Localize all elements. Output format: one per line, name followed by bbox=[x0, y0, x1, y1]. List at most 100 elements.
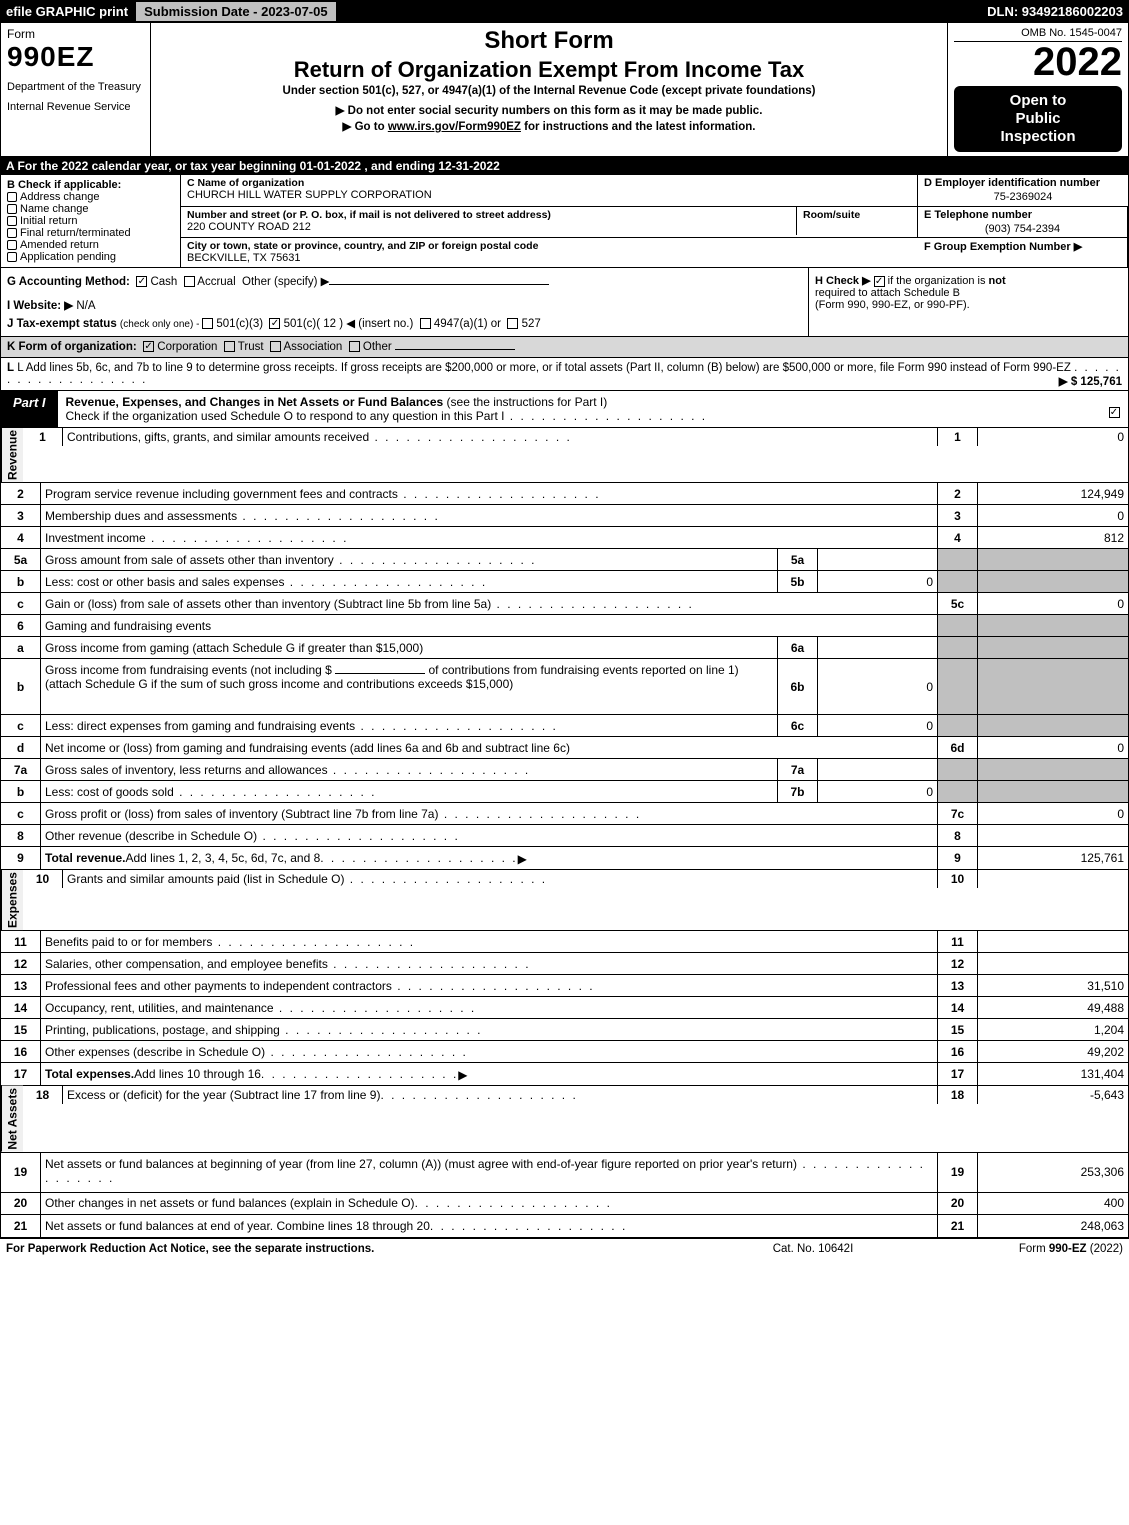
goto-pre: ▶ Go to bbox=[343, 121, 388, 133]
side-expenses: Expenses bbox=[1, 870, 23, 930]
form-ref: Form 990-EZ (2022) bbox=[943, 1243, 1123, 1255]
d-label: D Employer identification number bbox=[924, 177, 1122, 189]
row-g-h: G Accounting Method: ✓ Cash Accrual Othe… bbox=[1, 268, 1128, 337]
checkbox-icon[interactable] bbox=[7, 204, 17, 214]
ein-value: 75-2369024 bbox=[924, 191, 1122, 203]
checkbox-icon[interactable] bbox=[184, 276, 195, 287]
section-f: F Group Exemption Number ▶ bbox=[918, 238, 1128, 268]
line-l: L L Add lines 5b, 6c, and 7b to line 9 t… bbox=[1, 358, 1128, 390]
l-value: ▶ $ 125,761 bbox=[1059, 374, 1122, 388]
b-opt-4: Amended return bbox=[7, 239, 174, 251]
l-text: L Add lines 5b, 6c, and 7b to line 9 to … bbox=[17, 362, 1071, 374]
checkbox-icon[interactable] bbox=[7, 252, 17, 262]
line-7a: 7a Gross sales of inventory, less return… bbox=[1, 759, 1128, 781]
line-5a: 5a Gross amount from sale of assets othe… bbox=[1, 549, 1128, 571]
line-8: 8 Other revenue (describe in Schedule O)… bbox=[1, 825, 1128, 847]
open-line3: Inspection bbox=[958, 128, 1118, 146]
section-g-i-j: G Accounting Method: ✓ Cash Accrual Othe… bbox=[1, 268, 808, 336]
open-line1: Open to bbox=[958, 92, 1118, 110]
line-1: Revenue 1 Contributions, gifts, grants, … bbox=[1, 428, 1128, 483]
h-line3: (Form 990, 990-EZ, or 990-PF). bbox=[815, 299, 1122, 311]
paperwork-notice: For Paperwork Reduction Act Notice, see … bbox=[6, 1243, 683, 1255]
header-right: OMB No. 1545-0047 2022 Open to Public In… bbox=[948, 23, 1128, 156]
section-d: D Employer identification number 75-2369… bbox=[918, 175, 1128, 207]
c-room-label: Room/suite bbox=[803, 209, 911, 221]
part1-title-line2: Check if the organization used Schedule … bbox=[66, 409, 505, 423]
goto-link[interactable]: www.irs.gov/Form990EZ bbox=[388, 121, 521, 133]
c-city-label: City or town, state or province, country… bbox=[187, 240, 912, 252]
line-7c: c Gross profit or (loss) from sales of i… bbox=[1, 803, 1128, 825]
line-3: 3 Membership dues and assessments 3 0 bbox=[1, 505, 1128, 527]
checkbox-icon[interactable] bbox=[420, 318, 431, 329]
submission-date: Submission Date - 2023-07-05 bbox=[136, 2, 336, 21]
dln-label: DLN: 93492186002203 bbox=[981, 4, 1129, 19]
section-h: H Check ▶ ✓ if the organization is not r… bbox=[808, 268, 1128, 336]
b-opt-2: Initial return bbox=[7, 215, 174, 227]
checkbox-icon[interactable] bbox=[270, 341, 281, 352]
checkbox-icon[interactable] bbox=[7, 228, 17, 238]
checkbox-icon[interactable] bbox=[224, 341, 235, 352]
checkbox-icon[interactable] bbox=[349, 341, 360, 352]
part1-title-rest: (see the instructions for Part I) bbox=[443, 395, 607, 409]
side-revenue: Revenue bbox=[1, 428, 23, 482]
line-num: 1 bbox=[23, 428, 63, 446]
checkbox-icon[interactable]: ✓ bbox=[143, 341, 154, 352]
tax-year: 2022 bbox=[954, 42, 1122, 82]
line-5c: c Gain or (loss) from sale of assets oth… bbox=[1, 593, 1128, 615]
checkbox-icon[interactable] bbox=[507, 318, 518, 329]
under-section-text: Under section 501(c), 527, or 4947(a)(1)… bbox=[157, 85, 941, 97]
b-opt-3: Final return/terminated bbox=[7, 227, 174, 239]
checkbox-icon[interactable] bbox=[7, 192, 17, 202]
short-form-title: Short Form bbox=[157, 27, 941, 55]
j-label: J Tax-exempt status bbox=[7, 318, 117, 330]
f-label: F Group Exemption Number ▶ bbox=[924, 240, 1121, 253]
g-label: G Accounting Method: bbox=[7, 276, 130, 288]
dept-treasury: Department of the Treasury bbox=[7, 81, 144, 93]
line-7b: b Less: cost of goods sold 7b 0 bbox=[1, 781, 1128, 803]
c-name-label: C Name of organization bbox=[187, 177, 911, 189]
line-6: 6 Gaming and fundraising events bbox=[1, 615, 1128, 637]
open-to-public-box: Open to Public Inspection bbox=[954, 86, 1122, 152]
checkbox-icon[interactable]: ✓ bbox=[269, 318, 280, 329]
do-not-text: ▶ Do not enter social security numbers o… bbox=[157, 103, 941, 117]
h-not: not bbox=[989, 275, 1006, 287]
j-sub: (check only one) - bbox=[120, 319, 202, 330]
line-6b: b Gross income from fundraising events (… bbox=[1, 659, 1128, 715]
open-line2: Public bbox=[958, 110, 1118, 128]
other-line bbox=[395, 349, 515, 350]
section-c-name: C Name of organization CHURCH HILL WATER… bbox=[181, 175, 918, 207]
checkbox-icon[interactable] bbox=[202, 318, 213, 329]
section-b: B Check if applicable: Address change Na… bbox=[1, 175, 181, 268]
part1-tab: Part I bbox=[1, 391, 58, 427]
goto-post: for instructions and the latest informat… bbox=[521, 121, 756, 133]
form-word: Form bbox=[7, 27, 144, 41]
checkbox-icon[interactable]: ✓ bbox=[1109, 407, 1120, 418]
goto-text: ▶ Go to www.irs.gov/Form990EZ for instru… bbox=[157, 119, 941, 133]
checkbox-icon[interactable]: ✓ bbox=[136, 276, 147, 287]
i-label: I Website: ▶ bbox=[7, 300, 73, 312]
k-label: K Form of organization: bbox=[7, 341, 137, 353]
line-17: 17 Total expenses. Add lines 10 through … bbox=[1, 1063, 1128, 1085]
line-11: 11 Benefits paid to or for members 11 bbox=[1, 931, 1128, 953]
line-g: G Accounting Method: ✓ Cash Accrual Othe… bbox=[7, 274, 802, 288]
side-netassets: Net Assets bbox=[1, 1086, 23, 1152]
line-i: I Website: ▶ N/A bbox=[7, 298, 802, 312]
line-j: J Tax-exempt status (check only one) - 5… bbox=[7, 316, 802, 330]
line-4: 4 Investment income 4 812 bbox=[1, 527, 1128, 549]
line-a: A For the 2022 calendar year, or tax yea… bbox=[0, 157, 1129, 175]
form-number: 990EZ bbox=[7, 41, 144, 73]
other-specify-line bbox=[329, 284, 549, 285]
revenue-table: Revenue 1 Contributions, gifts, grants, … bbox=[0, 428, 1129, 870]
website-value: N/A bbox=[76, 300, 95, 312]
phone-value: (903) 754-2394 bbox=[924, 223, 1121, 235]
line-20: 20 Other changes in net assets or fund b… bbox=[1, 1193, 1128, 1215]
checkbox-icon[interactable] bbox=[7, 216, 17, 226]
dept-irs: Internal Revenue Service bbox=[7, 101, 144, 113]
checkbox-icon[interactable] bbox=[7, 240, 17, 250]
part1-title-bold: Revenue, Expenses, and Changes in Net As… bbox=[66, 395, 444, 409]
form-990ez-page: efile GRAPHIC print Submission Date - 20… bbox=[0, 0, 1129, 1259]
section-g-to-l: G Accounting Method: ✓ Cash Accrual Othe… bbox=[0, 268, 1129, 391]
line-6a: a Gross income from gaming (attach Sched… bbox=[1, 637, 1128, 659]
line-rnum: 1 bbox=[938, 428, 978, 446]
checkbox-icon[interactable]: ✓ bbox=[874, 276, 885, 287]
